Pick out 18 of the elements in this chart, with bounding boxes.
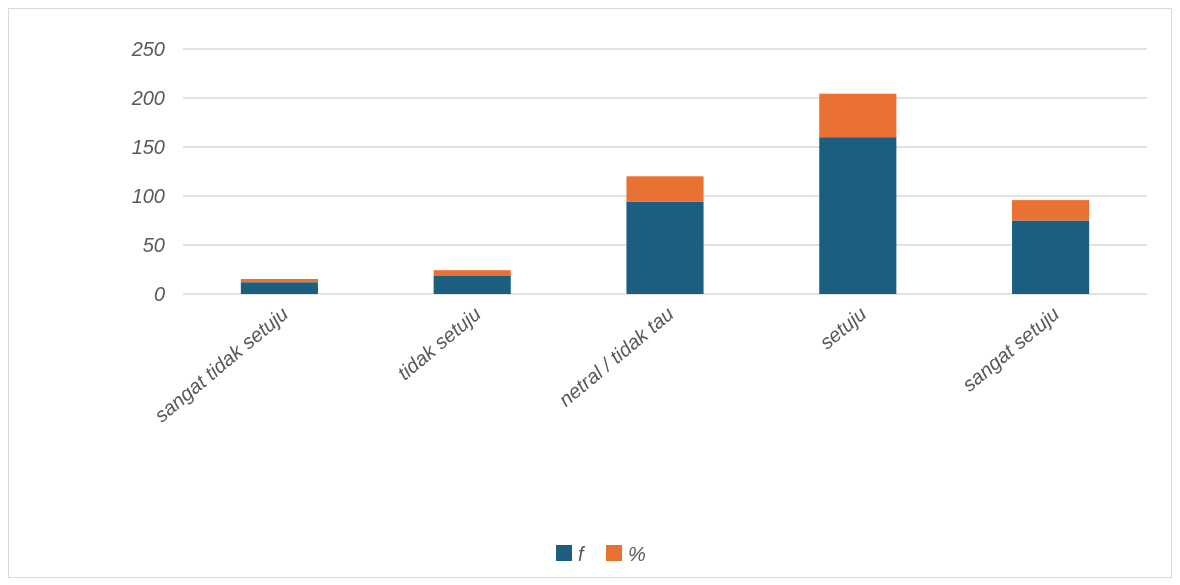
bar [819,93,897,138]
bar [626,201,704,294]
y-tick-label: 0 [153,283,165,305]
bar [433,275,511,294]
bar [819,137,897,294]
bar [1012,200,1090,221]
y-tick-label: 250 [130,38,165,60]
y-tick-label: 150 [131,136,165,158]
y-tick-label: 200 [130,87,165,109]
legend-label: % [628,543,646,565]
bar [433,270,511,276]
y-tick-label: 100 [131,185,165,207]
bar [240,282,318,294]
bar [626,176,704,202]
y-tick-label: 50 [142,234,165,256]
bar [1012,220,1090,294]
bar [240,279,318,283]
legend-label: f [578,543,586,565]
